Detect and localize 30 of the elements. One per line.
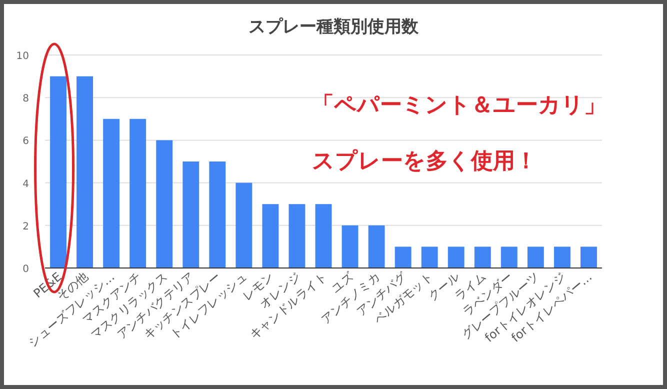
y-tick-label: 8 bbox=[22, 94, 29, 105]
bar bbox=[315, 204, 332, 268]
bar bbox=[182, 162, 200, 268]
bar bbox=[288, 204, 306, 268]
bar bbox=[262, 204, 279, 268]
annotation: 「ペパーミント＆ユーカリ」 bbox=[312, 93, 606, 118]
annotation: スプレーを多く使用！ bbox=[312, 149, 537, 174]
chart-title: スプレー種類別使用数 bbox=[248, 17, 420, 37]
bar bbox=[554, 246, 570, 268]
bar bbox=[580, 246, 597, 268]
bar bbox=[236, 182, 252, 268]
bar bbox=[209, 162, 226, 268]
bar bbox=[156, 140, 173, 268]
bar bbox=[421, 246, 438, 268]
bar bbox=[130, 118, 146, 268]
bar bbox=[500, 246, 518, 268]
bar bbox=[394, 246, 412, 268]
bar bbox=[50, 76, 66, 268]
bar bbox=[474, 246, 491, 268]
bar bbox=[368, 225, 385, 268]
y-tick-label: 10 bbox=[16, 51, 29, 62]
y-tick-label: 0 bbox=[22, 264, 29, 275]
bar bbox=[448, 246, 464, 268]
y-tick-label: 4 bbox=[22, 178, 29, 190]
bar bbox=[103, 118, 120, 268]
y-tick-label: 2 bbox=[22, 221, 29, 232]
bar bbox=[76, 76, 94, 268]
bar bbox=[527, 246, 544, 268]
bar bbox=[342, 225, 358, 268]
y-tick-label: 6 bbox=[22, 136, 29, 148]
